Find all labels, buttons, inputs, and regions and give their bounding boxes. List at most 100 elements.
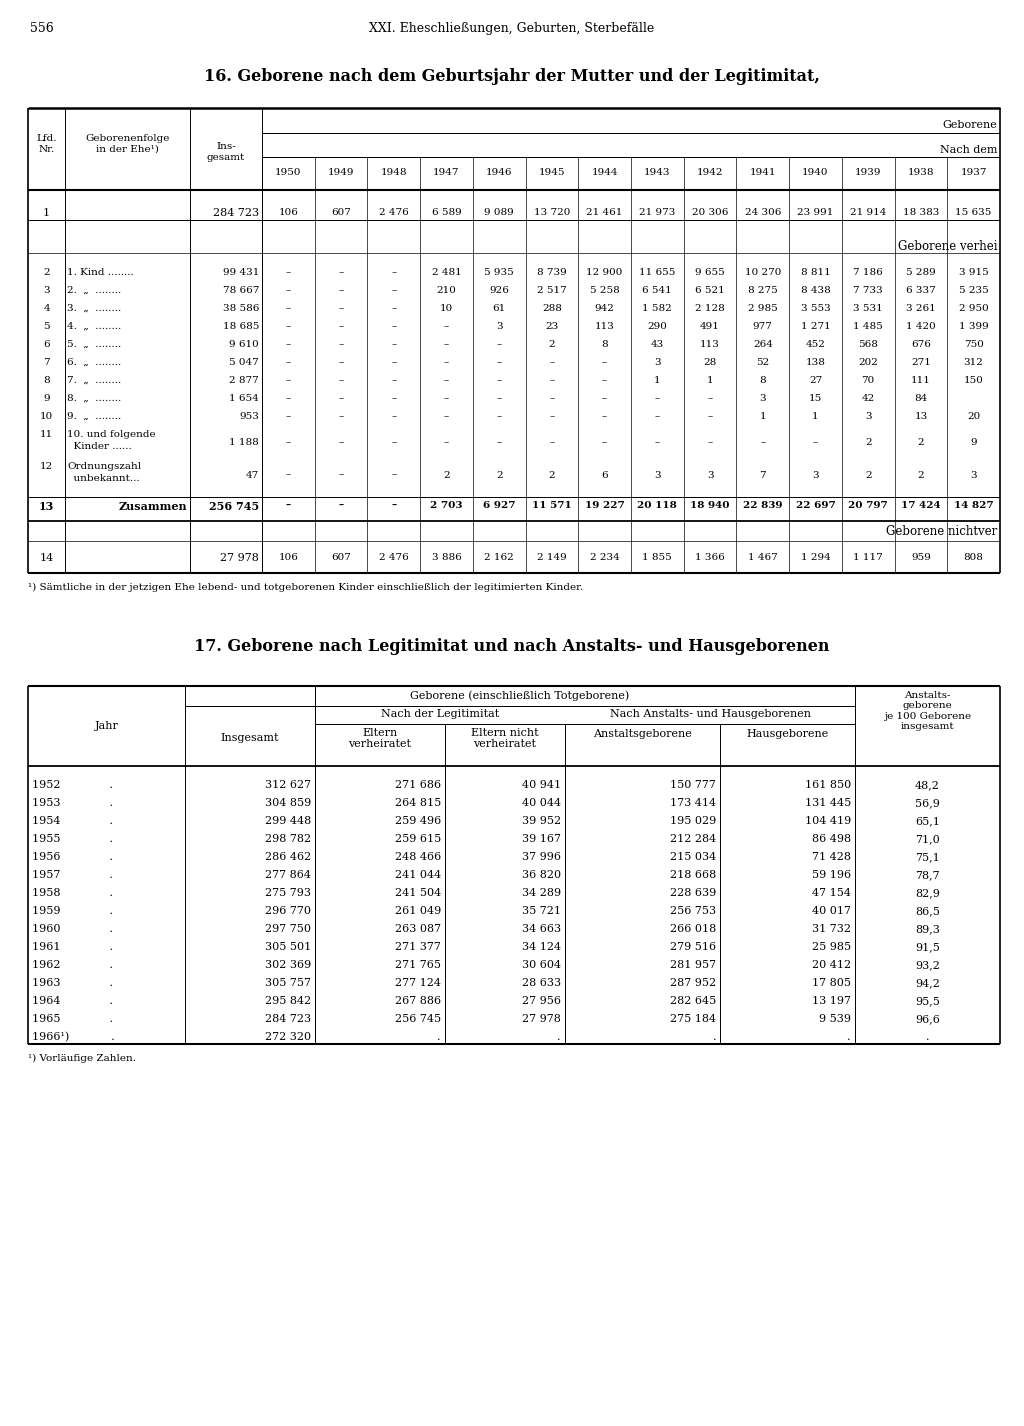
- Text: 17 805: 17 805: [812, 978, 851, 988]
- Text: 1: 1: [43, 208, 50, 218]
- Text: 2 950: 2 950: [958, 304, 988, 312]
- Text: 256 745: 256 745: [209, 501, 259, 512]
- Text: .: .: [557, 1032, 561, 1042]
- Text: –: –: [391, 304, 396, 312]
- Text: 2 476: 2 476: [379, 208, 409, 217]
- Text: 6 589: 6 589: [432, 208, 462, 217]
- Text: 42: 42: [861, 394, 874, 404]
- Text: 1957              .: 1957 .: [32, 870, 113, 880]
- Text: –: –: [549, 358, 555, 366]
- Text: 9: 9: [43, 394, 50, 404]
- Text: 150: 150: [964, 376, 984, 385]
- Text: 271 377: 271 377: [395, 941, 441, 951]
- Text: –: –: [443, 394, 450, 404]
- Text: 9 655: 9 655: [695, 268, 725, 277]
- Text: 6 521: 6 521: [695, 287, 725, 295]
- Text: 3: 3: [865, 412, 871, 421]
- Text: 71,0: 71,0: [915, 834, 940, 844]
- Text: –: –: [813, 438, 818, 448]
- Text: 8.  „  ........: 8. „ ........: [67, 394, 121, 404]
- Text: 7.  „  ........: 7. „ ........: [67, 376, 121, 385]
- Text: 20 412: 20 412: [812, 960, 851, 970]
- Text: 248 466: 248 466: [394, 851, 441, 861]
- Text: 4.  „  ........: 4. „ ........: [67, 322, 121, 331]
- Text: 131 445: 131 445: [805, 797, 851, 807]
- Text: 35 721: 35 721: [522, 906, 561, 915]
- Text: 9 539: 9 539: [819, 1014, 851, 1024]
- Text: 12 900: 12 900: [587, 268, 623, 277]
- Text: 259 496: 259 496: [394, 816, 441, 826]
- Text: 38 586: 38 586: [222, 304, 259, 312]
- Text: 70: 70: [861, 376, 874, 385]
- Text: 82,9: 82,9: [915, 888, 940, 898]
- Text: –: –: [391, 471, 396, 479]
- Text: 93,2: 93,2: [915, 960, 940, 970]
- Text: –: –: [339, 376, 344, 385]
- Text: 1 654: 1 654: [229, 394, 259, 404]
- Text: 750: 750: [964, 339, 984, 349]
- Text: 263 087: 263 087: [395, 924, 441, 934]
- Text: –: –: [602, 438, 607, 448]
- Text: 676: 676: [911, 339, 931, 349]
- Text: 299 448: 299 448: [265, 816, 311, 826]
- Text: 290: 290: [647, 322, 668, 331]
- Text: 568: 568: [858, 339, 879, 349]
- Text: –: –: [497, 412, 502, 421]
- Text: 1941: 1941: [750, 168, 776, 177]
- Text: 3: 3: [43, 287, 50, 295]
- Text: 3.  „  ........: 3. „ ........: [67, 304, 121, 312]
- Text: 6: 6: [43, 339, 50, 349]
- Text: 1. Kind ........: 1. Kind ........: [67, 268, 134, 277]
- Text: –: –: [391, 394, 396, 404]
- Text: 284 723: 284 723: [213, 208, 259, 218]
- Text: 6.  „  ........: 6. „ ........: [67, 358, 121, 366]
- Text: 91,5: 91,5: [915, 941, 940, 951]
- Text: 3: 3: [707, 471, 714, 479]
- Text: –: –: [443, 339, 450, 349]
- Text: –: –: [549, 412, 555, 421]
- Text: 266 018: 266 018: [670, 924, 716, 934]
- Text: 8: 8: [760, 376, 766, 385]
- Text: Anstalts-
geborene
je 100 Geborene
insgesamt: Anstalts- geborene je 100 Geborene insge…: [884, 690, 971, 732]
- Text: 11 571: 11 571: [532, 501, 571, 511]
- Text: 1: 1: [654, 376, 660, 385]
- Text: –: –: [339, 304, 344, 312]
- Text: –: –: [708, 412, 713, 421]
- Text: Eltern
verheiratet: Eltern verheiratet: [348, 727, 412, 750]
- Text: –: –: [602, 394, 607, 404]
- Text: 1: 1: [812, 412, 819, 421]
- Text: 1 294: 1 294: [801, 553, 830, 562]
- Text: 1945: 1945: [539, 168, 565, 177]
- Text: 14 827: 14 827: [953, 501, 993, 511]
- Text: –: –: [286, 287, 291, 295]
- Text: 95,5: 95,5: [915, 995, 940, 1005]
- Text: Kinder ......: Kinder ......: [67, 442, 132, 451]
- Text: 106: 106: [279, 208, 298, 217]
- Text: 277 864: 277 864: [265, 870, 311, 880]
- Text: –: –: [286, 358, 291, 366]
- Text: 2: 2: [496, 471, 503, 479]
- Text: –: –: [339, 322, 344, 331]
- Text: 25 985: 25 985: [812, 941, 851, 951]
- Text: 215 034: 215 034: [670, 851, 716, 861]
- Text: 111: 111: [911, 376, 931, 385]
- Text: 267 886: 267 886: [395, 995, 441, 1005]
- Text: 10: 10: [40, 412, 53, 421]
- Text: 1964              .: 1964 .: [32, 995, 113, 1005]
- Text: 5 047: 5 047: [229, 358, 259, 366]
- Text: –: –: [339, 394, 344, 404]
- Text: Anstaltsgeborene: Anstaltsgeborene: [593, 729, 692, 739]
- Text: 279 516: 279 516: [670, 941, 716, 951]
- Text: 71 428: 71 428: [812, 851, 851, 861]
- Text: 1 467: 1 467: [748, 553, 777, 562]
- Text: unbekannt...: unbekannt...: [67, 473, 139, 483]
- Text: –: –: [497, 339, 502, 349]
- Text: 1954              .: 1954 .: [32, 816, 113, 826]
- Text: 31 732: 31 732: [812, 924, 851, 934]
- Text: 3 531: 3 531: [853, 304, 883, 312]
- Text: –: –: [391, 376, 396, 385]
- Text: 942: 942: [595, 304, 614, 312]
- Text: 99 431: 99 431: [222, 268, 259, 277]
- Text: 18 685: 18 685: [222, 322, 259, 331]
- Text: 1950: 1950: [275, 168, 302, 177]
